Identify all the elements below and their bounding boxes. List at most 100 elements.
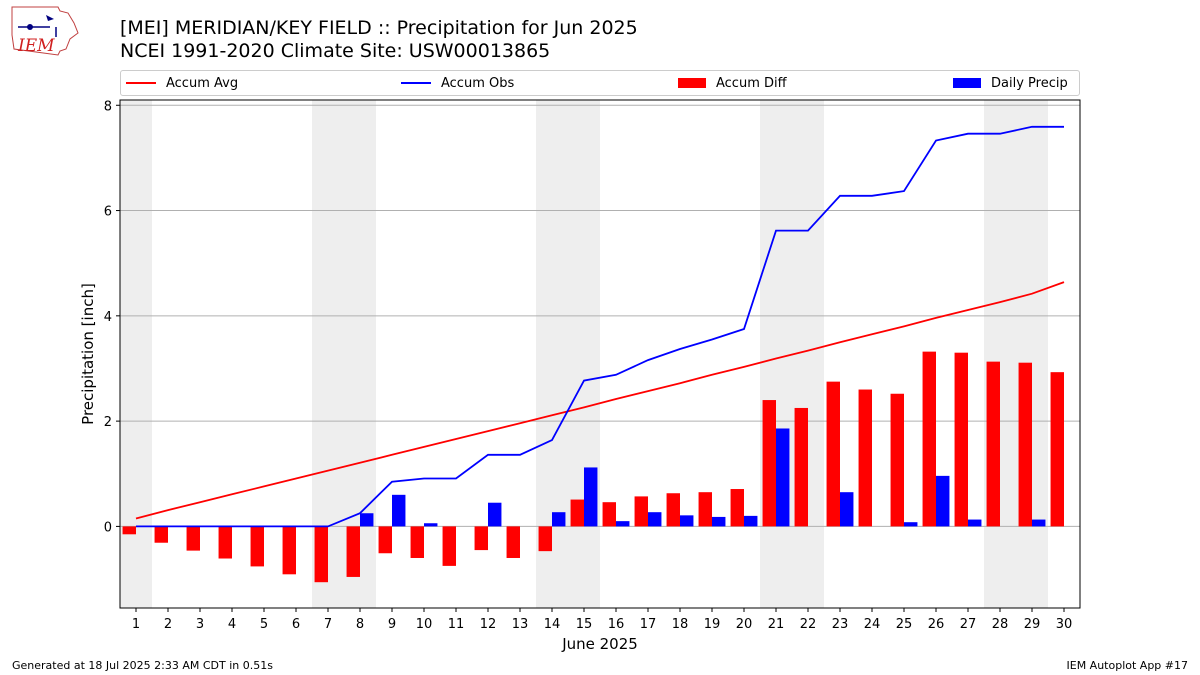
x-tick-label: 8 <box>356 617 364 632</box>
daily-precip-bar <box>904 522 918 527</box>
x-tick-label: 9 <box>388 617 396 632</box>
accum-diff-bar <box>442 526 456 566</box>
weekend-shade <box>312 100 344 608</box>
legend-item-accum-obs: Accum Obs <box>401 71 514 95</box>
accum-obs-line <box>136 125 1064 528</box>
accum-diff-bar <box>250 526 264 567</box>
x-tick-label: 14 <box>544 617 561 632</box>
legend-label-daily-precip: Daily Precip <box>991 75 1068 91</box>
weekend-shade <box>1016 100 1048 608</box>
weekend-shade <box>568 100 600 608</box>
x-tick-label: 28 <box>992 617 1009 632</box>
legend-label-accum-obs: Accum Obs <box>441 75 515 91</box>
accum-diff-bar <box>314 526 328 583</box>
accum-diff-bar <box>890 393 904 527</box>
accum-diff-bar <box>634 496 648 527</box>
x-tick-label: 12 <box>480 617 497 632</box>
accum-avg-line <box>135 281 1065 520</box>
legend-item-accum-avg: Accum Avg <box>126 71 238 95</box>
daily-precip-bar <box>744 515 758 527</box>
daily-precip-bar <box>840 492 854 527</box>
daily-precip-bar <box>392 494 406 527</box>
accum-diff-bar <box>282 526 296 575</box>
accum-diff-bar <box>474 526 488 551</box>
y-tick-label: 8 <box>104 99 112 114</box>
accum-diff-bar <box>954 352 968 527</box>
daily-precip-bar <box>488 502 502 527</box>
accum-diff-bar <box>1050 372 1064 527</box>
accum-diff-bar <box>762 400 776 527</box>
x-axis-label: June 2025 <box>561 635 638 653</box>
accum-diff-bar <box>410 526 424 558</box>
legend-swatch-accum-obs <box>401 82 431 84</box>
iem-logo: IEM <box>11 6 79 56</box>
accum-diff-bar <box>858 389 872 527</box>
y-tick-label: 2 <box>104 415 112 430</box>
y-tick-label: 0 <box>104 520 112 535</box>
daily-precip-bar <box>648 512 662 527</box>
daily-precip-bar <box>776 428 790 527</box>
accum-diff-bar <box>346 526 360 577</box>
legend-swatch-daily-precip <box>953 78 981 88</box>
x-tick-label: 30 <box>1056 617 1073 632</box>
accum-diff-bar <box>1018 362 1032 527</box>
daily-precip-bar <box>360 513 374 527</box>
accum-diff-bar <box>666 493 680 527</box>
plot-frame <box>119 99 1081 609</box>
x-tick-label: 23 <box>832 617 849 632</box>
daily-precip-bar <box>680 515 694 527</box>
x-tick-label: 26 <box>928 617 945 632</box>
accum-diff-bar <box>922 351 936 527</box>
daily-precip-bar <box>936 475 950 527</box>
x-tick-label: 3 <box>196 617 204 632</box>
x-tick-label: 21 <box>768 617 785 632</box>
logo-text: IEM <box>17 36 55 56</box>
x-tick-label: 17 <box>640 617 657 632</box>
y-tick-label: 6 <box>104 205 112 220</box>
legend-item-daily-precip: Daily Precip <box>953 71 1068 95</box>
accum-diff-bar <box>378 526 392 554</box>
legend-item-accum-diff: Accum Diff <box>678 71 787 95</box>
daily-precip-bar <box>968 519 982 527</box>
accum-diff-bar <box>826 381 840 527</box>
y-tick-label: 4 <box>104 310 112 325</box>
x-tick-label: 20 <box>736 617 753 632</box>
weekend-shade <box>760 100 792 608</box>
accum-diff-bar <box>602 502 616 527</box>
accum-diff-bar <box>794 407 808 527</box>
accum-diff-bar <box>506 526 520 558</box>
x-tick-label: 19 <box>704 617 721 632</box>
accum-diff-bar <box>154 526 168 543</box>
accum-diff-bar <box>698 492 712 527</box>
x-tick-label: 11 <box>448 617 465 632</box>
y-axis-label: Precipitation [inch] <box>79 283 97 425</box>
daily-precip-bar <box>584 467 598 527</box>
x-tick-label: 7 <box>324 617 332 632</box>
x-tick-label: 25 <box>896 617 913 632</box>
weekend-shade <box>120 100 152 608</box>
chart-subtitle: NCEI 1991-2020 Climate Site: USW00013865 <box>120 40 551 62</box>
accum-diff-bar <box>186 526 200 551</box>
legend-swatch-accum-diff <box>678 78 706 88</box>
daily-precip-bar <box>616 521 630 527</box>
x-tick-label: 1 <box>132 617 140 632</box>
chart-title: [MEI] MERIDIAN/KEY FIELD :: Precipitatio… <box>120 17 638 39</box>
x-tick-label: 22 <box>800 617 817 632</box>
footer-app: IEM Autoplot App #17 <box>1066 659 1189 672</box>
accum-diff-bar <box>986 361 1000 527</box>
legend-label-accum-avg: Accum Avg <box>166 75 239 91</box>
x-tick-label: 16 <box>608 617 625 632</box>
x-tick-label: 2 <box>164 617 172 632</box>
x-tick-label: 29 <box>1024 617 1041 632</box>
legend: Accum Avg Accum Obs Accum Diff Daily Pre… <box>120 70 1080 96</box>
x-tick-label: 24 <box>864 617 881 632</box>
x-tick-label: 13 <box>512 617 529 632</box>
accum-diff-bar <box>122 526 136 535</box>
x-tick-label: 4 <box>228 617 236 632</box>
accum-diff-bar <box>538 526 552 552</box>
weekend-shade <box>984 100 1016 608</box>
x-tick-label: 27 <box>960 617 977 632</box>
x-tick-label: 15 <box>576 617 593 632</box>
daily-precip-bar <box>552 512 566 527</box>
